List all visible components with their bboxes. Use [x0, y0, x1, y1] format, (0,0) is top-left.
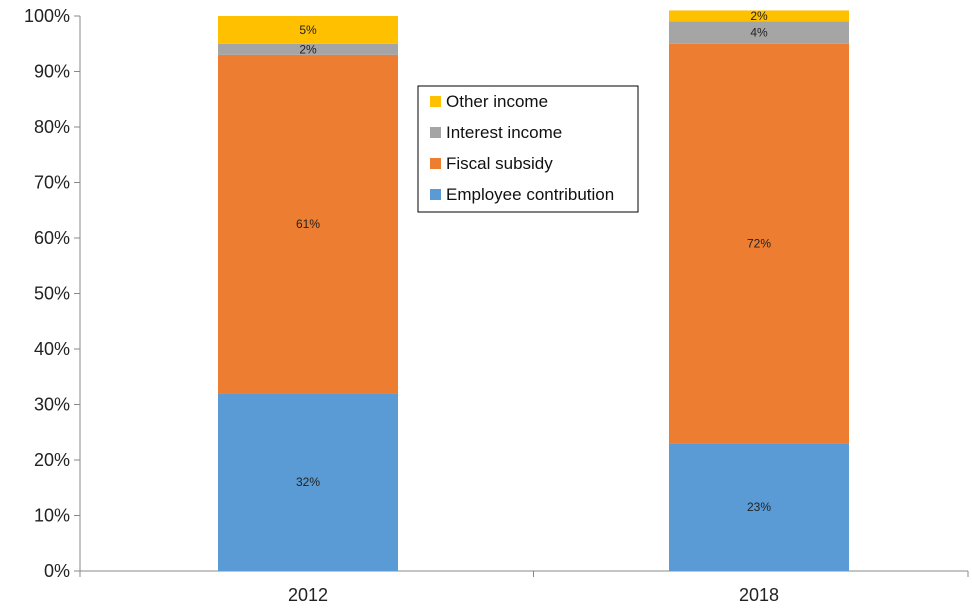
x-category-label: 2012 [288, 585, 328, 605]
x-category-label: 2018 [739, 585, 779, 605]
y-tick-label: 10% [34, 506, 70, 526]
y-tick-label: 100% [24, 6, 70, 26]
data-label: 72% [747, 237, 771, 251]
y-tick-label: 80% [34, 117, 70, 137]
data-label: 23% [747, 500, 771, 514]
legend-box [417, 85, 639, 213]
y-tick-label: 0% [44, 561, 70, 581]
bar-segment [669, 443, 849, 571]
legend-label: Interest income [446, 123, 562, 142]
y-tick-label: 50% [34, 284, 70, 304]
bar-segment [669, 10, 849, 22]
y-tick-label: 30% [34, 395, 70, 415]
data-label: 2% [299, 42, 317, 56]
y-tick-label: 90% [34, 62, 70, 82]
y-tick-label: 20% [34, 450, 70, 470]
bar-segment [669, 21, 849, 44]
legend-swatch [430, 189, 441, 200]
data-label: 4% [750, 26, 768, 40]
bar-segment [218, 54, 398, 394]
data-label: 5% [299, 23, 317, 37]
bar-segment [218, 16, 398, 44]
legend-label: Fiscal subsidy [446, 154, 553, 173]
data-label: 2% [750, 9, 768, 23]
legend-swatch [430, 127, 441, 138]
y-tick-label: 40% [34, 339, 70, 359]
bar-segment [669, 43, 849, 444]
y-tick-label: 70% [34, 173, 70, 193]
data-label: 61% [296, 217, 320, 231]
legend-swatch [430, 96, 441, 107]
y-tick-label: 60% [34, 228, 70, 248]
legend-label: Employee contribution [446, 185, 614, 204]
legend-label: Other income [446, 92, 548, 111]
legend-swatch [430, 158, 441, 169]
bar-segment [218, 43, 398, 55]
data-label: 32% [296, 475, 320, 489]
bar-segment [218, 393, 398, 571]
